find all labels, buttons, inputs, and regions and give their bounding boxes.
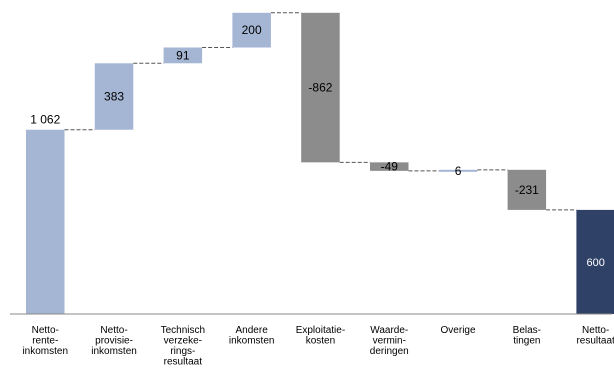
value-label-6: -49 — [381, 160, 399, 174]
value-labels-group: 1 062 383 91 200 -862 -49 6 -231 600 — [30, 23, 605, 269]
value-label-4: 200 — [242, 23, 262, 37]
category-labels-group: Netto-rente-inkomsten Netto-provisie-inko… — [22, 325, 614, 368]
bars-group — [26, 12, 614, 314]
bar-6 — [370, 162, 409, 171]
value-label-2: 383 — [104, 90, 124, 104]
value-label-7: 6 — [455, 164, 462, 178]
category-label-6: Waarde-vermin-deringen — [370, 325, 409, 357]
bar-9 — [576, 209, 614, 314]
category-label-8: Belas-tingen — [513, 325, 541, 347]
category-label-3: Technisch verzeke-rings-resultaat — [161, 325, 205, 368]
bar-3 — [163, 47, 203, 64]
value-label-3: 91 — [176, 48, 190, 62]
bar-7 — [438, 169, 478, 172]
bar-4 — [232, 12, 271, 48]
category-label-5: Exploitatie-kosten — [296, 325, 345, 347]
value-label-8: -231 — [515, 183, 539, 197]
value-label-9: 600 — [586, 257, 604, 269]
bar-2 — [94, 63, 134, 130]
category-label-7: Overige — [441, 325, 476, 336]
category-label-1: Netto-rente-inkomsten — [22, 325, 68, 357]
value-label-1: 1 062 — [30, 113, 60, 127]
bar-8 — [507, 169, 547, 210]
value-label-5: -862 — [308, 81, 332, 95]
category-label-2: Netto-provisie-inkomsten — [91, 325, 137, 357]
connector-lines — [64, 12, 577, 211]
bar-5 — [301, 12, 340, 163]
category-label-9: Netto-resultaat — [576, 325, 614, 347]
category-label-4: Andere inkomsten — [229, 325, 275, 347]
bar-1 — [26, 129, 65, 314]
